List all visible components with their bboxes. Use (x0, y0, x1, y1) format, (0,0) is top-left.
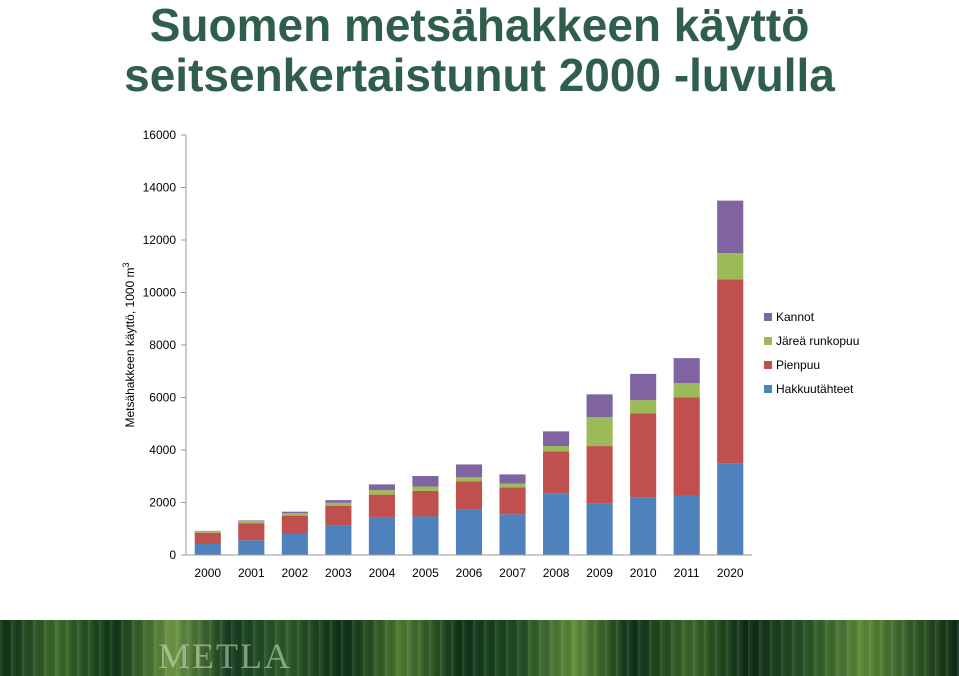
x-tick-label: 2003 (325, 566, 352, 580)
y-tick-label: 8000 (149, 338, 176, 352)
bar-j-re-runkopuu-2006 (455, 477, 483, 482)
bar-j-re-runkopuu-2008 (543, 446, 570, 452)
bar-hakkuut-hteet-2006 (455, 509, 483, 555)
x-tick-label: 2010 (630, 566, 657, 580)
x-tick-label: 2002 (281, 566, 308, 580)
x-tick-label: 2004 (369, 566, 396, 580)
x-tick-label: 2007 (499, 566, 526, 580)
x-tick-label: 2008 (543, 566, 570, 580)
y-tick-label: 0 (169, 548, 176, 562)
legend-swatch (764, 313, 772, 321)
x-tick-label: 2001 (238, 566, 265, 580)
stacked-bar-chart: Metsähakkeen käyttö, 1000 m3 0 2000 4000 60… (121, 128, 859, 580)
bar-j-re-runkopuu-2011 (673, 383, 700, 398)
y-tick-label: 6000 (149, 391, 176, 405)
legend-label: Kannot (776, 310, 815, 324)
y-axis-title-text: Metsähakkeen käyttö, 1000 m3 (121, 262, 137, 427)
legend-swatch (764, 337, 772, 345)
legend-label: Järeä runkopuu (776, 334, 859, 348)
bar-hakkuut-hteet-2005 (412, 516, 439, 555)
y-axis-title: Metsähakkeen käyttö, 1000 m3 (121, 262, 137, 427)
y-tick-label: 12000 (143, 233, 177, 247)
bar-j-re-runkopuu-2005 (412, 486, 439, 491)
bar-hakkuut-hteet-2000 (194, 543, 221, 555)
bar-hakkuut-hteet-2011 (673, 495, 700, 555)
bar-pienpuu-2009 (586, 446, 613, 504)
bar-kannot-2002 (281, 511, 308, 513)
bar-pienpuu-2011 (673, 397, 700, 496)
bar-hakkuut-hteet-2002 (281, 534, 308, 555)
y-tick-label: 14000 (143, 181, 177, 195)
bar-stacks (194, 200, 744, 555)
x-tick-label: 2000 (194, 566, 221, 580)
x-tick-label: 2009 (586, 566, 613, 580)
bar-j-re-runkopuu-2003 (325, 502, 352, 506)
bar-hakkuut-hteet-2003 (325, 525, 352, 555)
bar-kannot-2009 (586, 394, 613, 418)
bar-j-re-runkopuu-2000 (194, 531, 221, 533)
legend-swatch (764, 385, 772, 393)
bar-kannot-2010 (630, 373, 657, 401)
footer-band: METLA (0, 620, 959, 676)
bar-pienpuu-2001 (238, 523, 265, 541)
bar-kannot-2011 (673, 358, 700, 384)
bar-kannot-2005 (412, 475, 439, 487)
y-tick-label: 4000 (149, 443, 176, 457)
bar-pienpuu-2006 (455, 481, 483, 510)
title-line-1: Suomen metsähakkeen käyttö (149, 0, 810, 51)
y-axis-title-main: Metsähakkeen käyttö, 1000 m (123, 267, 137, 427)
bar-kannot-2008 (543, 431, 570, 447)
slide-title: Suomen metsähakkeen käyttö seitsenkertai… (0, 0, 959, 100)
title-line-2: seitsenkertaistunut 2000 -luvulla (124, 49, 835, 101)
bar-pienpuu-2007 (499, 487, 526, 515)
x-tick-label: 2011 (674, 566, 700, 580)
bar-pienpuu-2002 (281, 515, 308, 534)
bar-j-re-runkopuu-2004 (368, 490, 395, 495)
footer-logo: METLA (158, 636, 292, 676)
bar-hakkuut-hteet-2020 (717, 463, 744, 555)
y-axis-title-sup: 3 (121, 262, 131, 267)
footer-glow (0, 620, 959, 676)
bar-kannot-2004 (368, 484, 395, 491)
bar-kannot-2001 (238, 520, 265, 521)
bar-hakkuut-hteet-2010 (630, 497, 657, 555)
bar-pienpuu-2000 (194, 532, 221, 544)
bar-hakkuut-hteet-2001 (238, 540, 265, 555)
y-tick-label: 10000 (143, 286, 177, 300)
legend-label: Pienpuu (776, 358, 820, 372)
y-axis-ticks: 0 2000 4000 6000 8000 10000 12000 14000 16000 (143, 128, 186, 562)
x-tick-label: 2006 (456, 566, 483, 580)
y-tick-label: 2000 (149, 496, 176, 510)
bar-kannot-2006 (455, 464, 483, 478)
bar-hakkuut-hteet-2004 (368, 516, 395, 555)
bar-kannot-2020 (717, 200, 744, 254)
bar-pienpuu-2010 (630, 413, 657, 498)
bar-j-re-runkopuu-2020 (717, 253, 744, 280)
legend-label: Hakkuutähteet (776, 382, 854, 396)
bar-kannot-2003 (325, 500, 352, 503)
legend-swatch (764, 361, 772, 369)
bar-pienpuu-2005 (412, 490, 439, 517)
legend: Kannot Järeä runkopuu Pienpuu Hakkuutähteet (764, 310, 859, 396)
bar-hakkuut-hteet-2007 (499, 514, 526, 555)
bar-hakkuut-hteet-2009 (586, 503, 613, 555)
bar-kannot-2007 (499, 474, 526, 484)
bar-pienpuu-2004 (368, 494, 395, 517)
x-tick-label: 2005 (412, 566, 439, 580)
y-tick-label: 16000 (143, 128, 177, 142)
bar-j-re-runkopuu-2002 (281, 513, 308, 516)
bar-hakkuut-hteet-2008 (543, 493, 570, 555)
bar-j-re-runkopuu-2009 (586, 417, 613, 447)
bar-pienpuu-2003 (325, 505, 352, 526)
bar-j-re-runkopuu-2010 (630, 400, 657, 414)
bar-pienpuu-2008 (543, 451, 570, 494)
x-axis-ticks: 2000 2001 2002 2003 2004 2005 2006 2007 2008 2009… (194, 566, 743, 580)
x-tick-label: 2020 (717, 566, 744, 580)
bar-j-re-runkopuu-2001 (238, 520, 265, 524)
bar-pienpuu-2020 (717, 279, 744, 464)
bar-j-re-runkopuu-2007 (499, 483, 526, 488)
